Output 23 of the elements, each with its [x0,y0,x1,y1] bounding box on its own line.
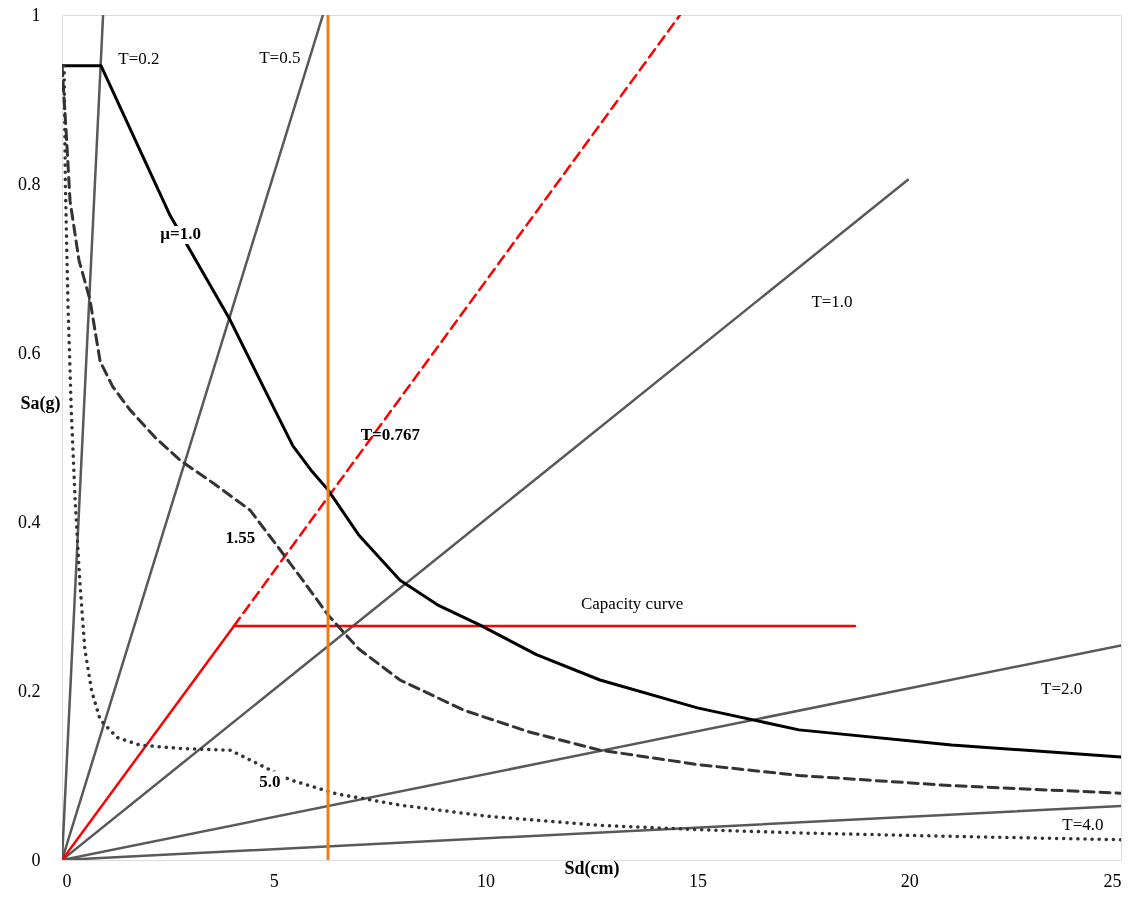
annotation: Capacity curve [580,593,684,613]
y-tick-label: 1 [31,4,41,25]
y-tick-label: 0.2 [18,680,41,701]
annotation: T=4.0 [1062,814,1104,834]
annotation: 1.55 [225,528,256,548]
x-tick-label: 25 [1103,870,1122,891]
annotation: T=0.2 [118,48,160,68]
x-tick-label: 10 [477,870,496,891]
annotation: 5.0 [259,771,281,791]
annotation: T=2.0 [1041,679,1083,699]
x-tick-label: 5 [269,870,279,891]
x-tick-label: 15 [688,870,707,891]
y-tick-label: 0.6 [18,342,41,363]
annotation: T=0.767 [360,424,421,444]
annotation: T=0.5 [259,48,301,68]
y-tick-label: 0 [31,849,41,870]
x-tick-label: 20 [900,870,919,891]
annotation: T=1.0 [811,292,853,311]
x-tick-label: 0 [62,870,72,891]
y-axis-title: Sa(g) [20,392,61,414]
y-tick-label: 0.8 [18,173,41,194]
x-axis-title: Sd(cm) [564,857,620,879]
y-tick-label: 0.4 [18,511,41,532]
